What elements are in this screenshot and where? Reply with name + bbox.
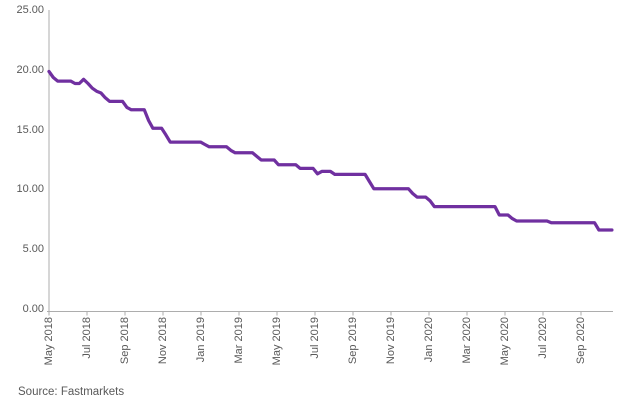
y-axis-label: 0.00 (22, 303, 44, 315)
x-axis-label: Jul 2018 (80, 317, 93, 359)
price-line (47, 69, 614, 232)
x-axis-label: May 2020 (498, 317, 511, 366)
x-axis-label: Jan 2020 (422, 317, 435, 363)
x-axis-label: Mar 2019 (232, 317, 245, 364)
x-axis-label: May 2019 (270, 317, 283, 366)
x-axis-label: Nov 2018 (156, 317, 169, 365)
x-axis-label: Sep 2020 (574, 317, 587, 365)
y-axis-label: 5.00 (22, 243, 44, 256)
y-axis-label: 20.00 (16, 63, 44, 76)
y-axis-label: 25.00 (16, 4, 44, 16)
x-axis-label: Jul 2020 (536, 317, 549, 359)
y-axis-label: 10.00 (16, 183, 44, 196)
x-axis-label: Jan 2019 (194, 317, 207, 363)
x-axis-label: Sep 2019 (346, 317, 359, 365)
source-note: Source: Fastmarkets (18, 386, 125, 398)
y-axis-label: 15.00 (16, 123, 44, 136)
price-line-series (47, 69, 614, 232)
x-axis-label: May 2018 (42, 317, 55, 366)
axes (47, 10, 613, 312)
x-axis-label: Nov 2019 (384, 317, 397, 365)
x-axis-label: Mar 2020 (460, 317, 473, 364)
x-axis-label: Sep 2018 (118, 317, 131, 365)
x-axis-tick-marks (48, 311, 582, 316)
x-axis-label: Jul 2019 (308, 317, 321, 359)
